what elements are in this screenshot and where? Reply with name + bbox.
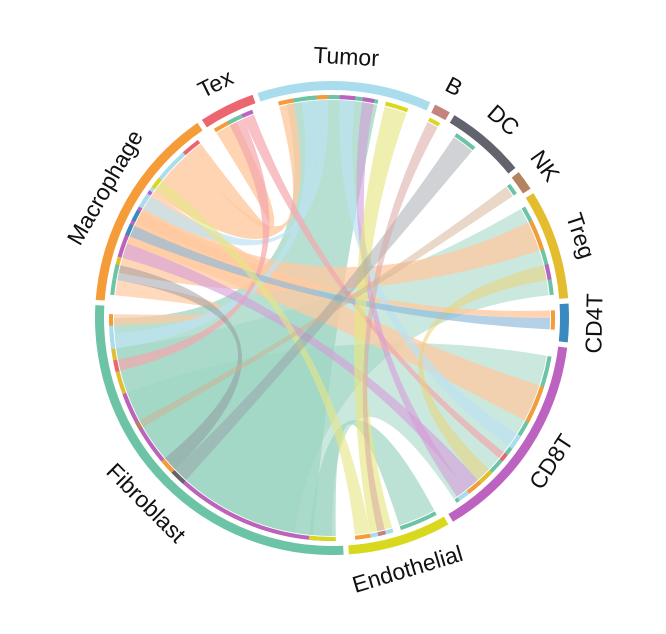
track-segment-tgt-23 xyxy=(377,530,386,537)
track-segment-tgt-10 xyxy=(509,434,522,450)
track-segment-src-16 xyxy=(544,264,552,280)
chord-link-dc-fibroblast xyxy=(175,137,473,481)
track-segment-src-19 xyxy=(550,318,555,330)
chord-link-cd8t-tumor xyxy=(356,102,467,497)
chord-link-macrophage-fibroblast xyxy=(114,280,224,326)
track-segment-src-15 xyxy=(161,458,175,473)
chord-link-fibroblast-macrophage xyxy=(117,265,242,470)
sector-label-tumor: Tumor xyxy=(313,42,380,72)
track-segment-tgt-21 xyxy=(151,177,162,190)
track-segment-src-3 xyxy=(308,535,336,541)
chord-link-cd8t-macrophage xyxy=(122,243,478,490)
sector-label-treg: Treg xyxy=(561,210,600,262)
track-segment-src-24 xyxy=(506,183,517,196)
track-segment-src-13 xyxy=(227,114,243,125)
chord-link-tumor-cd8t xyxy=(339,100,517,447)
track-segment-tgt-9 xyxy=(109,314,114,326)
track-segment-src-18 xyxy=(457,490,470,501)
chord-links xyxy=(114,100,551,536)
sector-dc xyxy=(449,115,516,174)
chord-inner-track xyxy=(109,95,555,541)
track-segment-tgt-14 xyxy=(499,452,508,462)
track-segment-tgt-8 xyxy=(550,310,555,318)
sector-label-cd4t: CD4T xyxy=(580,293,607,354)
track-segment-src-10 xyxy=(339,95,356,101)
sector-label-b: B xyxy=(441,71,467,101)
chord-link-nk-fibroblast xyxy=(139,186,513,427)
track-segment-tgt-22 xyxy=(171,470,186,484)
track-segment-src-7 xyxy=(182,139,201,156)
track-segment-tgt-16 xyxy=(478,470,493,484)
sector-label-nk: NK xyxy=(525,145,565,187)
sector-endothelial xyxy=(348,516,449,555)
sector-macrophage xyxy=(95,122,203,301)
track-segment-src-9 xyxy=(110,279,117,296)
sector-cd4t xyxy=(558,303,569,343)
sector-treg xyxy=(525,193,569,299)
track-segment-src-17 xyxy=(466,480,482,494)
chord-link-b-endothelial xyxy=(362,122,438,532)
track-segment-src-12 xyxy=(316,95,329,100)
sector-label-tex: Tex xyxy=(193,64,237,103)
sector-label-dc: DC xyxy=(482,99,524,140)
sector-nk xyxy=(511,172,531,194)
track-segment-src-11 xyxy=(300,95,317,102)
track-segment-tgt-24 xyxy=(135,420,143,430)
track-segment-tgt-18 xyxy=(362,97,375,104)
sector-b xyxy=(431,104,450,121)
track-segment-tgt-13 xyxy=(113,359,120,372)
track-segment-src-23 xyxy=(428,117,441,127)
sector-tex xyxy=(201,94,256,128)
track-segment-tgt-6 xyxy=(278,98,294,106)
track-segment-src-21 xyxy=(354,533,371,540)
track-segment-tgt-20 xyxy=(384,101,409,113)
track-segment-tgt-19 xyxy=(125,223,134,236)
track-segment-tgt-11 xyxy=(109,333,116,350)
track-segment-src-22 xyxy=(454,133,476,151)
track-segment-tgt-4 xyxy=(528,220,545,251)
track-segment-src-8 xyxy=(131,209,141,222)
track-segment-tgt-17 xyxy=(117,241,127,258)
chord-link-fibroblast-endothelial xyxy=(309,419,435,536)
track-segment-tgt-12 xyxy=(138,193,151,209)
chord-sectors xyxy=(94,81,569,555)
sector-tumor xyxy=(257,81,431,111)
track-segment-src-2 xyxy=(122,392,332,541)
track-segment-tgt-5 xyxy=(525,385,545,423)
track-segment-tgt-3 xyxy=(399,511,437,531)
chord-link-cd4t-macrophage xyxy=(129,225,551,330)
track-segment-tgt-15 xyxy=(112,264,120,280)
track-segment-tgt-1 xyxy=(521,206,554,296)
track-segment-src-14 xyxy=(241,109,254,118)
